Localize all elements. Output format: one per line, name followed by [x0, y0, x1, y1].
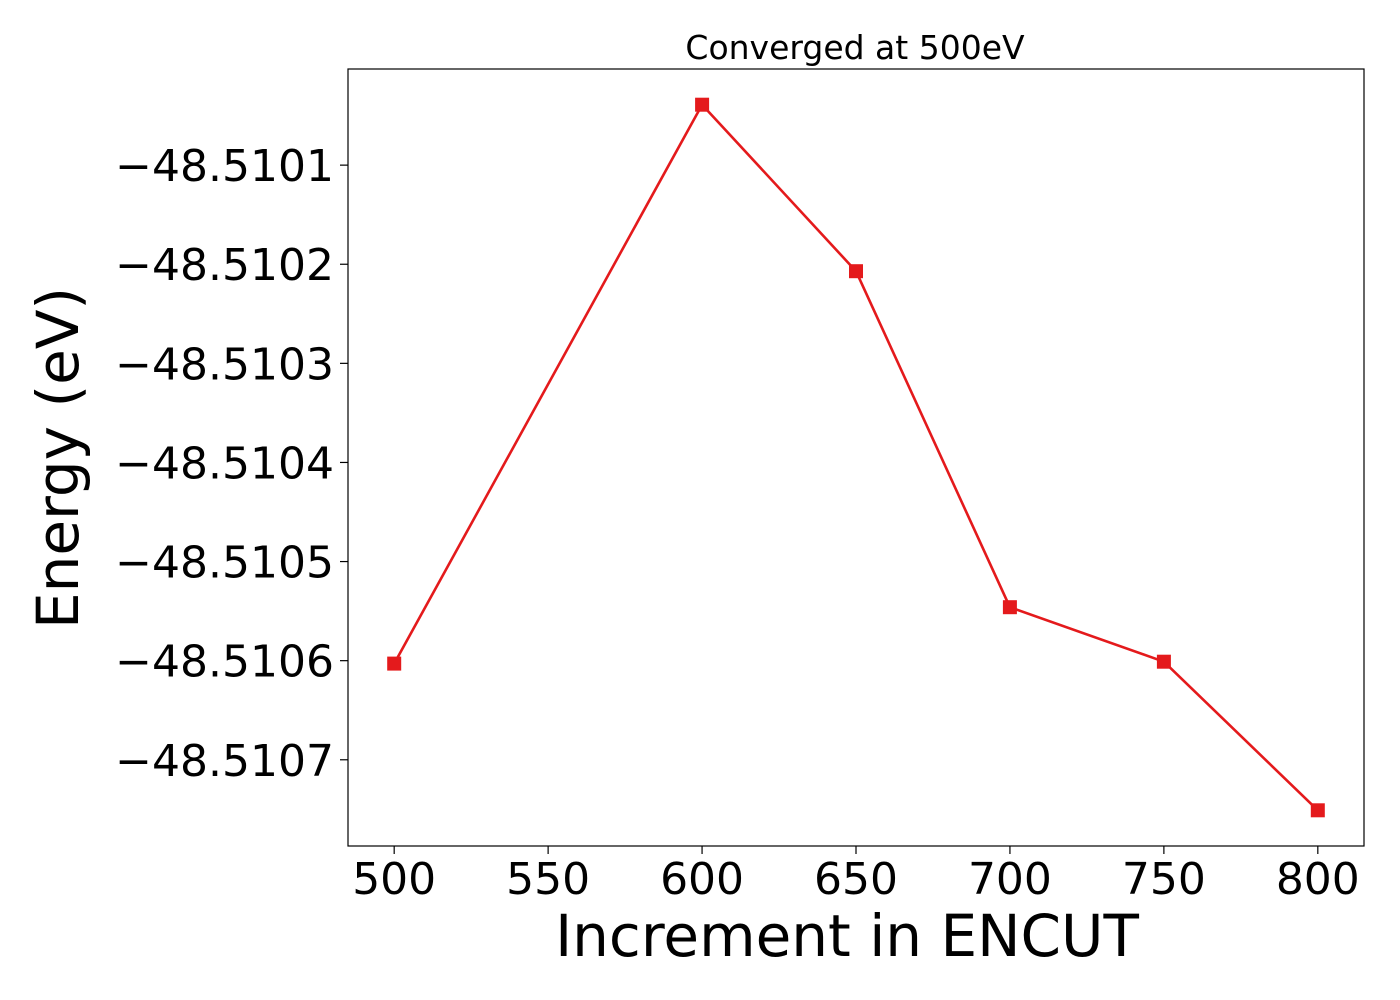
data-point-marker — [1156, 654, 1171, 669]
y-tick-label: −48.5106 — [115, 637, 334, 688]
y-axis-ticks: −48.5107 −48.5106 −48.5105 −48.5104 −48.5103… — [115, 141, 348, 787]
x-tick-label: 650 — [814, 854, 898, 905]
x-axis-ticks: 500 550 600 650 700 750 800 — [352, 846, 1360, 905]
y-tick-label: −48.5102 — [115, 240, 334, 291]
x-tick-label: 750 — [1122, 854, 1206, 905]
x-tick-label: 800 — [1276, 854, 1360, 905]
plot-area — [387, 97, 1325, 818]
y-tick-label: −48.5101 — [115, 141, 334, 192]
x-axis-label: Increment in ENCUT — [555, 902, 1139, 970]
x-tick-label: 600 — [660, 854, 744, 905]
data-point-marker — [695, 97, 710, 112]
y-tick-label: −48.5107 — [115, 736, 334, 787]
y-axis-label: Energy (eV) — [24, 287, 92, 629]
y-tick-label: −48.5105 — [115, 538, 334, 589]
chart-title: Converged at 500eV — [685, 28, 1025, 67]
x-tick-label: 550 — [506, 854, 590, 905]
data-point-marker — [1002, 600, 1017, 615]
data-point-marker — [387, 656, 402, 671]
series-line — [393, 103, 1319, 812]
x-tick-label: 500 — [352, 854, 436, 905]
x-tick-label: 700 — [968, 854, 1052, 905]
y-tick-label: −48.5104 — [115, 438, 334, 489]
data-point-marker — [849, 264, 863, 279]
plot-frame — [347, 68, 1365, 847]
data-point-marker — [1310, 803, 1325, 818]
y-tick-label: −48.5103 — [115, 339, 334, 390]
